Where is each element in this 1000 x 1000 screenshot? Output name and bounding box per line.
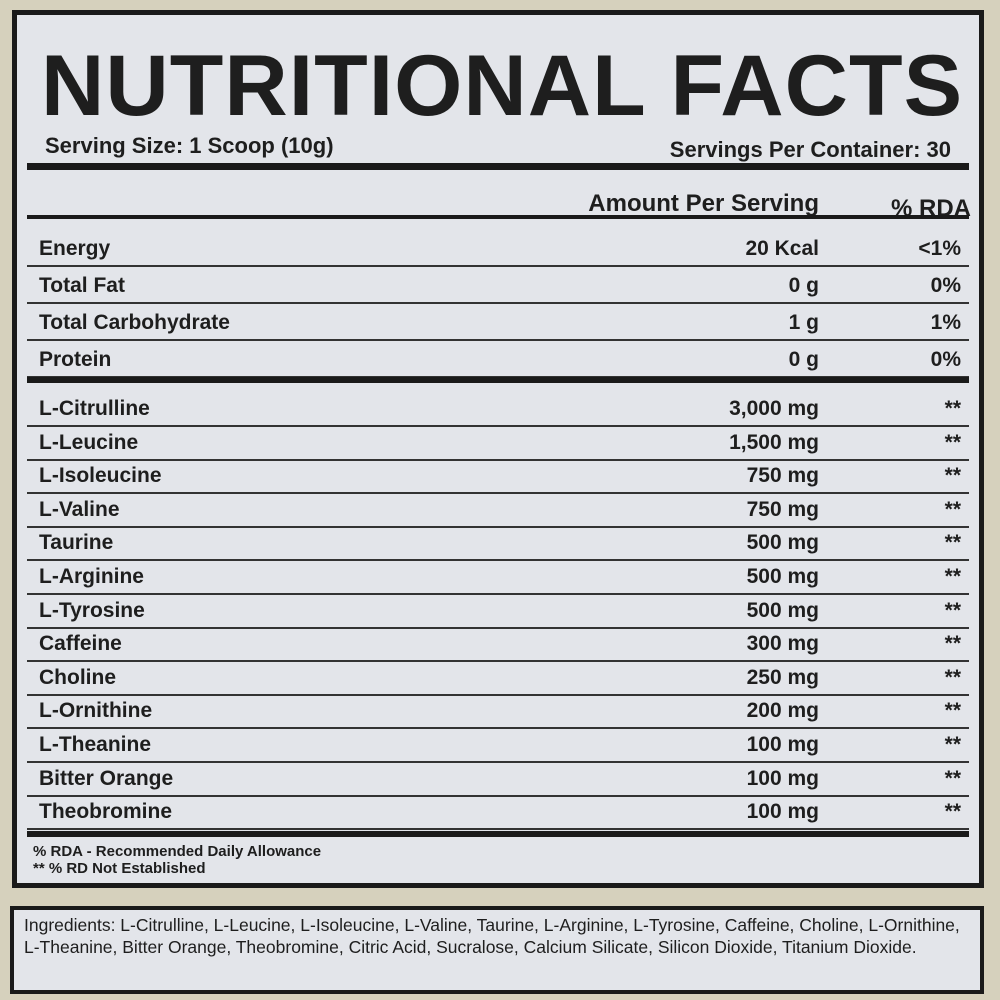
nutrient-row: L-Isoleucine 750 mg ** (27, 458, 969, 495)
nutrient-rda: <1% (918, 237, 961, 260)
nutrient-rda: 0% (930, 348, 961, 371)
nutrient-name: L-Isoleucine (39, 464, 162, 488)
amount-header: Amount Per Serving (588, 190, 819, 217)
nutrient-row: Bitter Orange 100 mg ** (27, 761, 969, 797)
nutrient-name: L-Citrulline (39, 397, 150, 420)
nutrient-name: L-Ornithine (39, 699, 153, 723)
nutrient-name: Energy (39, 237, 111, 260)
nutrient-rda: ** (944, 766, 961, 790)
nutrient-name: L-Valine (39, 497, 120, 521)
nutrient-row: Caffeine 300 mg ** (27, 626, 969, 663)
ingredients-box: Ingredients: L-Citrulline, L-Leucine, L-… (10, 906, 984, 994)
nutrient-row: L-Tyrosine 500 mg ** (27, 593, 969, 629)
nutrient-rda: ** (944, 800, 961, 824)
nutrient-row: Energy 20 Kcal <1% (27, 231, 969, 267)
ingredients-text: Ingredients: L-Citrulline, L-Leucine, L-… (24, 915, 960, 957)
nutrient-row: Theobromine 100 mg ** (27, 794, 969, 831)
nutrient-amount: 100 mg (746, 733, 819, 756)
nutrient-name: Total Fat (39, 274, 125, 297)
footnote: % RDA - Recommended Daily Allowance (33, 843, 322, 860)
nutrient-rda: ** (944, 733, 961, 756)
nutrient-name: Total Carbohydrate (39, 311, 230, 334)
nutrient-amount: 1,500 mg (729, 430, 819, 454)
nutrient-name: L-Arginine (39, 565, 144, 588)
nutrient-rda: 1% (930, 311, 961, 334)
nutrient-name: L-Tyrosine (39, 598, 145, 622)
nutrient-name: Protein (39, 348, 112, 371)
nutrient-rda: ** (944, 665, 961, 689)
serving-size: Serving Size: 1 Scoop (10g) (45, 133, 334, 158)
nutrient-amount: 200 mg (746, 699, 819, 723)
divider (27, 163, 969, 170)
divider (27, 377, 969, 383)
nutrient-amount: 750 mg (746, 464, 819, 488)
nutrient-row: L-Valine 750 mg ** (27, 492, 969, 528)
nutrient-amount: 500 mg (746, 565, 819, 588)
nutrient-amount: 500 mg (746, 598, 819, 622)
nutrient-rda: ** (944, 531, 961, 555)
nutrient-row: Choline 250 mg ** (27, 660, 969, 696)
nutrient-amount: 100 mg (746, 800, 819, 824)
nutrient-name: L-Leucine (39, 430, 139, 454)
nutrient-rda: ** (944, 598, 961, 622)
nutrient-amount: 0 g (788, 274, 819, 297)
nutrient-name: Bitter Orange (39, 766, 174, 790)
nutrient-rda: ** (944, 565, 961, 588)
divider (27, 215, 969, 219)
servings-per-container: Servings Per Container: 30 (669, 137, 951, 162)
nutrient-row: L-Leucine 1,500 mg ** (27, 425, 969, 461)
nutrient-name: Choline (39, 665, 116, 689)
label-title: NUTRITIONAL FACTS (41, 38, 964, 134)
nutrient-row: L-Citrulline 3,000 mg ** (27, 391, 969, 427)
nutrient-row: L-Theanine 100 mg ** (27, 727, 969, 763)
nutrient-name: Theobromine (39, 800, 173, 824)
nutrient-amount: 3,000 mg (729, 397, 819, 420)
nutrient-rda: ** (944, 699, 961, 723)
nutrient-name: Caffeine (39, 632, 122, 656)
nutrition-facts-panel: NUTRITIONAL FACTS Serving Size: 1 Scoop … (12, 10, 984, 888)
nutrient-amount: 750 mg (746, 497, 819, 521)
nutrient-name: L-Theanine (39, 733, 152, 756)
nutrient-amount: 0 g (788, 348, 819, 371)
divider (27, 831, 969, 837)
nutrient-amount: 100 mg (746, 766, 819, 790)
nutrient-rda: ** (944, 632, 961, 656)
nutrient-amount: 1 g (788, 311, 819, 334)
nutrient-rda: ** (944, 430, 961, 454)
nutrient-amount: 20 Kcal (745, 237, 819, 260)
nutrient-row: Total Carbohydrate 1 g 1% (27, 305, 969, 341)
nutrient-rda: ** (944, 464, 961, 488)
nutrient-row: Protein 0 g 0% (27, 342, 969, 378)
nutrient-rda: ** (944, 497, 961, 521)
nutrient-amount: 250 mg (746, 665, 819, 689)
nutrient-row: L-Arginine 500 mg ** (27, 559, 969, 595)
nutrient-rda: ** (944, 397, 961, 420)
nutrient-row: Taurine 500 mg ** (27, 525, 969, 562)
nutrient-amount: 300 mg (746, 632, 819, 656)
footnote: ** % RD Not Established (33, 860, 206, 877)
nutrient-amount: 500 mg (746, 531, 819, 555)
nutrient-row: Total Fat 0 g 0% (27, 268, 969, 304)
nutrient-name: Taurine (39, 531, 114, 555)
nutrient-rda: 0% (930, 274, 961, 297)
nutrient-row: L-Ornithine 200 mg ** (27, 693, 969, 730)
